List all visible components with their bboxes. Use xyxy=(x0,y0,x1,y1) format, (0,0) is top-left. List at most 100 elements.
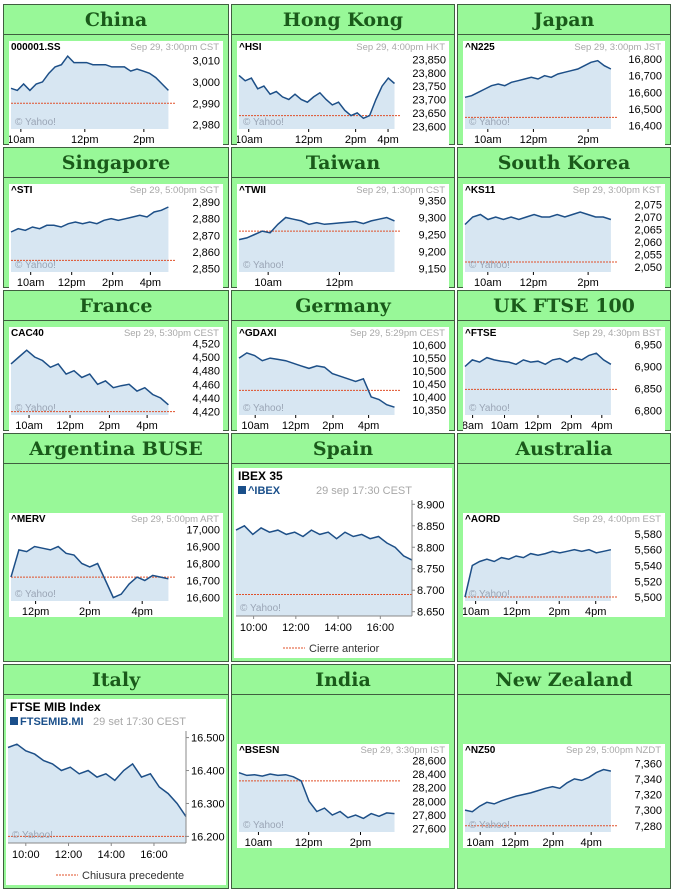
ticker-symbol: ^IBEX xyxy=(248,485,281,497)
ticker-symbol: ^FTSE xyxy=(465,328,497,339)
y-tick-label: 8.650 xyxy=(417,607,445,619)
yahoo-watermark: © Yahoo! xyxy=(243,820,284,831)
stock-chart[interactable]: CAC40 Sep 29, 5:30pm CEST © Yahoo! 4,520 4,5… xyxy=(9,327,223,431)
x-tick-label: 14:00 xyxy=(324,622,352,634)
x-tick-label: 2pm xyxy=(577,134,598,145)
market-title: Italy xyxy=(4,665,228,695)
y-tick-label: 3,000 xyxy=(192,77,220,89)
price-line xyxy=(10,349,169,406)
y-tick-label: 10,600 xyxy=(412,340,446,352)
quote-timestamp: Sep 29, 4:30pm BST xyxy=(573,328,661,339)
y-tick-label: 23,700 xyxy=(412,95,446,107)
x-tick-label: 2pm xyxy=(345,134,366,145)
y-tick-label: 16.300 xyxy=(191,798,225,810)
y-tick-label: 5,580 xyxy=(634,529,662,541)
x-tick-label: 4pm xyxy=(131,606,152,617)
x-tick-label: 2pm xyxy=(542,837,563,848)
y-tick-label: 9,300 xyxy=(418,212,446,224)
y-tick-label: 2,075 xyxy=(634,200,662,212)
price-line xyxy=(7,743,187,818)
y-tick-label: 5,520 xyxy=(634,576,662,588)
y-tick-label: 16.200 xyxy=(191,831,225,843)
y-tick-label: 6,800 xyxy=(634,406,662,418)
stock-chart[interactable]: ^HSI Sep 29, 4:00pm HKT © Yahoo! 23,850 23,8… xyxy=(237,41,449,145)
stock-chart[interactable]: 000001.SS Sep 29, 3:00pm CST © Yahoo! 3,010… xyxy=(9,41,223,145)
market-title: India xyxy=(232,665,454,695)
stock-chart[interactable]: ^BSESN Sep 29, 3:30pm IST © Yahoo! 28,600 28… xyxy=(237,744,449,848)
price-line xyxy=(464,352,612,368)
market-cell-body: ^N225 Sep 29, 3:00pm JST © Yahoo! 16,800 16,… xyxy=(458,36,670,145)
stock-chart[interactable]: ^TWII Sep 29, 1:30pm CST © Yahoo! 9,350 9,30… xyxy=(237,184,449,288)
y-tick-label: 4,480 xyxy=(192,366,220,378)
y-tick-label: 16,800 xyxy=(186,559,220,571)
yahoo-watermark: © Yahoo! xyxy=(469,589,510,600)
y-tick-label: 2,880 xyxy=(192,214,220,226)
quote-timestamp: Sep 29, 5:00pm SGT xyxy=(130,185,219,196)
x-tick-label: 10am xyxy=(9,134,35,145)
stock-chart-svg: ^MERV Sep 29, 5:00pm ART © Yahoo! 17,000 16,… xyxy=(10,514,220,617)
stock-chart[interactable]: ^N225 Sep 29, 3:00pm JST © Yahoo! 16,800 16,… xyxy=(463,41,665,145)
x-tick-label: 2pm xyxy=(549,606,570,617)
x-tick-label: 10am xyxy=(474,134,502,145)
yahoo-watermark: © Yahoo! xyxy=(15,403,56,414)
y-tick-label: 2,870 xyxy=(192,230,220,242)
y-tick-label: 23,600 xyxy=(412,121,446,133)
y-tick-label: 6,950 xyxy=(634,339,662,351)
stock-chart[interactable]: ^STI Sep 29, 5:00pm SGT © Yahoo! 2,890 2,880… xyxy=(9,184,223,288)
x-tick-label: 10am xyxy=(17,277,45,288)
y-tick-label: 9,350 xyxy=(418,195,446,207)
y-tick-label: 2,060 xyxy=(634,237,662,249)
market-title: Japan xyxy=(458,5,670,35)
price-area xyxy=(239,352,395,415)
x-tick-label: 2pm xyxy=(561,420,582,431)
yahoo-watermark: © Yahoo! xyxy=(243,117,284,128)
stock-chart[interactable]: ^NZ50 Sep 29, 5:00pm NZDT © Yahoo! 7,360 7,3… xyxy=(463,744,665,848)
y-tick-label: 17,000 xyxy=(186,524,220,536)
stock-chart[interactable]: ^GDAXI Sep 29, 5:29pm CEST © Yahoo! 10,600 1… xyxy=(237,327,449,431)
x-tick-label: 14:00 xyxy=(97,849,125,861)
y-tick-label: 5,500 xyxy=(634,592,662,604)
y-tick-label: 10,350 xyxy=(412,405,446,417)
price-line xyxy=(464,59,612,99)
x-tick-label: 10:00 xyxy=(12,849,40,861)
market-title: France xyxy=(4,291,228,321)
market-cell-spain: Spain IBEX 35 ^IBEX 29 sep 17:30 CEST © Yaho… xyxy=(231,433,455,662)
y-tick-label: 23,850 xyxy=(412,54,446,66)
ticker-symbol: ^BSESN xyxy=(239,745,279,756)
market-cell-body: ^FTSE Sep 29, 4:30pm BST © Yahoo! 6,950 6,90… xyxy=(458,322,670,431)
market-title: Spain xyxy=(232,434,454,464)
ticker-symbol: ^MERV xyxy=(11,514,46,525)
stock-chart-svg: ^NZ50 Sep 29, 5:00pm NZDT © Yahoo! 7,360 7,3… xyxy=(464,745,662,848)
quote-timestamp: Sep 29, 5:00pm ART xyxy=(131,514,219,525)
x-tick-label: 2pm xyxy=(350,837,371,848)
price-area xyxy=(465,60,611,130)
stock-chart[interactable]: ^MERV Sep 29, 5:00pm ART © Yahoo! 17,000 16,… xyxy=(9,513,223,617)
stock-chart[interactable]: ^FTSE Sep 29, 4:30pm BST © Yahoo! 6,950 6,90… xyxy=(463,327,665,431)
stock-chart-svg: ^GDAXI Sep 29, 5:29pm CEST© Yahoo!10,6001… xyxy=(238,328,446,431)
market-cell-body: ^GDAXI Sep 29, 5:29pm CEST © Yahoo! 10,600 1… xyxy=(232,322,454,431)
x-tick-label: 10am xyxy=(237,134,262,145)
stock-chart[interactable]: ^KS11 Sep 29, 3:00pm KST © Yahoo! 2,075 2,07… xyxy=(463,184,665,288)
yahoo-watermark: © Yahoo! xyxy=(12,830,53,841)
price-area xyxy=(239,772,395,832)
market-cell-body: FTSE MIB Index FTSEMIB.MI 29 set 17:30 CES… xyxy=(4,696,228,888)
stock-chart-detailed[interactable]: IBEX 35 ^IBEX 29 sep 17:30 CEST © Yahoo! 8.9… xyxy=(234,468,452,658)
x-tick-label: 12pm xyxy=(56,420,84,431)
stock-chart-detailed[interactable]: FTSE MIB Index FTSEMIB.MI 29 set 17:30 CES… xyxy=(6,699,226,885)
market-cell-new-zealand: New Zealand ^NZ50 Sep 29, 5:00pm NZDT © Yah… xyxy=(457,664,671,889)
market-cell-south-korea: South Korea ^KS11 Sep 29, 3:00pm KST © Yaho… xyxy=(457,147,671,288)
stock-chart[interactable]: ^AORD Sep 29, 4:00pm EST © Yahoo! 5,580 5,56… xyxy=(463,513,665,617)
y-tick-label: 4,520 xyxy=(192,338,220,350)
yahoo-watermark: © Yahoo! xyxy=(243,403,284,414)
price-area xyxy=(239,75,395,129)
quote-timestamp: Sep 29, 5:30pm CEST xyxy=(124,328,219,339)
x-tick-label: 10am xyxy=(491,420,519,431)
y-tick-label: 7,360 xyxy=(634,758,662,770)
market-title: China xyxy=(4,5,228,35)
yahoo-watermark: © Yahoo! xyxy=(240,603,281,614)
y-tick-label: 10,550 xyxy=(412,353,446,365)
x-tick-label: 12pm xyxy=(22,606,50,617)
x-tick-label: 12pm xyxy=(58,277,86,288)
market-cell-uk-ftse-100: UK FTSE 100 ^FTSE Sep 29, 4:30pm BST © Yaho… xyxy=(457,290,671,431)
